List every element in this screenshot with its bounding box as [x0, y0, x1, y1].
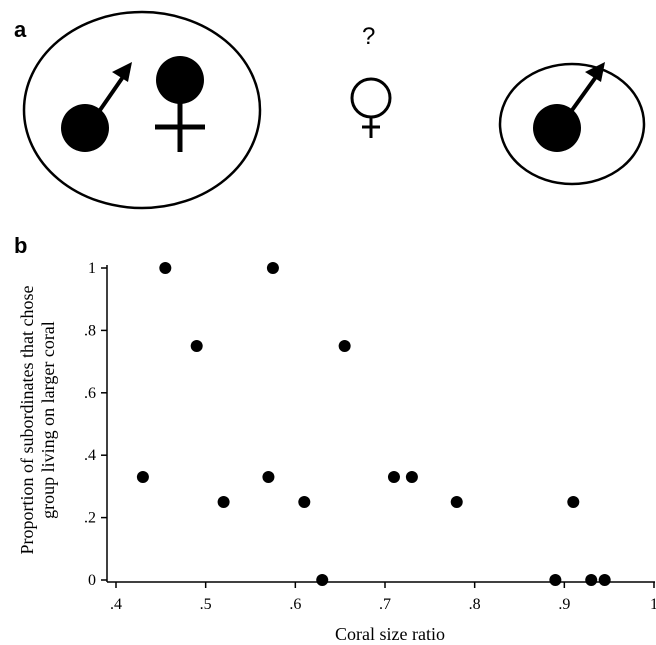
y-axis-title-line-2: group living on larger coral [38, 321, 58, 519]
female-symbol-icon [155, 56, 205, 152]
data-point [266, 262, 279, 274]
x-tick-label: .6 [289, 596, 301, 613]
y-axis-title: Proportion of subordinates that chose gr… [17, 286, 58, 555]
data-points [136, 262, 611, 586]
y-tick-label: 1 [88, 260, 96, 277]
x-axis-title: Coral size ratio [335, 624, 445, 644]
y-tick-label: .6 [84, 385, 96, 402]
scatter-plot: .4 .5 .6 .7 .8 .9 1 0 .2 .4 .6 .8 1 Coral size rati… [17, 260, 656, 644]
x-tick-label: .4 [110, 596, 122, 613]
data-point [585, 574, 598, 586]
x-tick-label: .8 [469, 596, 481, 613]
x-tick-label: .7 [379, 596, 391, 613]
left-group [22, 10, 262, 210]
data-point [190, 340, 203, 352]
x-ticks: .4 .5 .6 .7 .8 .9 1 [110, 582, 656, 613]
y-tick-label: .2 [84, 510, 96, 527]
data-point [405, 471, 418, 484]
data-point [136, 471, 149, 484]
question-mark: ? [362, 23, 375, 50]
data-point [217, 496, 230, 508]
female-symbol-icon [350, 77, 392, 138]
right-coral-ellipse [498, 62, 646, 186]
data-point [450, 496, 463, 508]
panel-b-label: b [14, 233, 27, 258]
y-tick-label: .8 [84, 322, 96, 339]
data-point [598, 574, 611, 586]
panel-a-label: a [14, 17, 27, 42]
y-ticks: 0 .2 .4 .6 .8 1 [84, 260, 107, 589]
male-symbol-icon [61, 62, 132, 152]
data-point [387, 471, 400, 484]
y-axis-title-line-1: Proportion of subordinates that chose [17, 286, 37, 555]
data-point [262, 471, 275, 484]
x-tick-label: .5 [200, 596, 212, 613]
data-point [567, 496, 580, 508]
data-point [316, 574, 329, 586]
left-coral-ellipse [22, 10, 262, 210]
x-tick-label: .9 [558, 596, 570, 613]
data-point [549, 574, 562, 586]
right-group [498, 62, 646, 186]
data-point [298, 496, 311, 508]
data-point [338, 340, 351, 352]
male-symbol-icon [533, 62, 605, 152]
y-tick-label: 0 [88, 572, 96, 589]
y-tick-label: .4 [84, 447, 96, 464]
x-tick-label: 1 [650, 596, 656, 613]
data-point [159, 262, 172, 274]
